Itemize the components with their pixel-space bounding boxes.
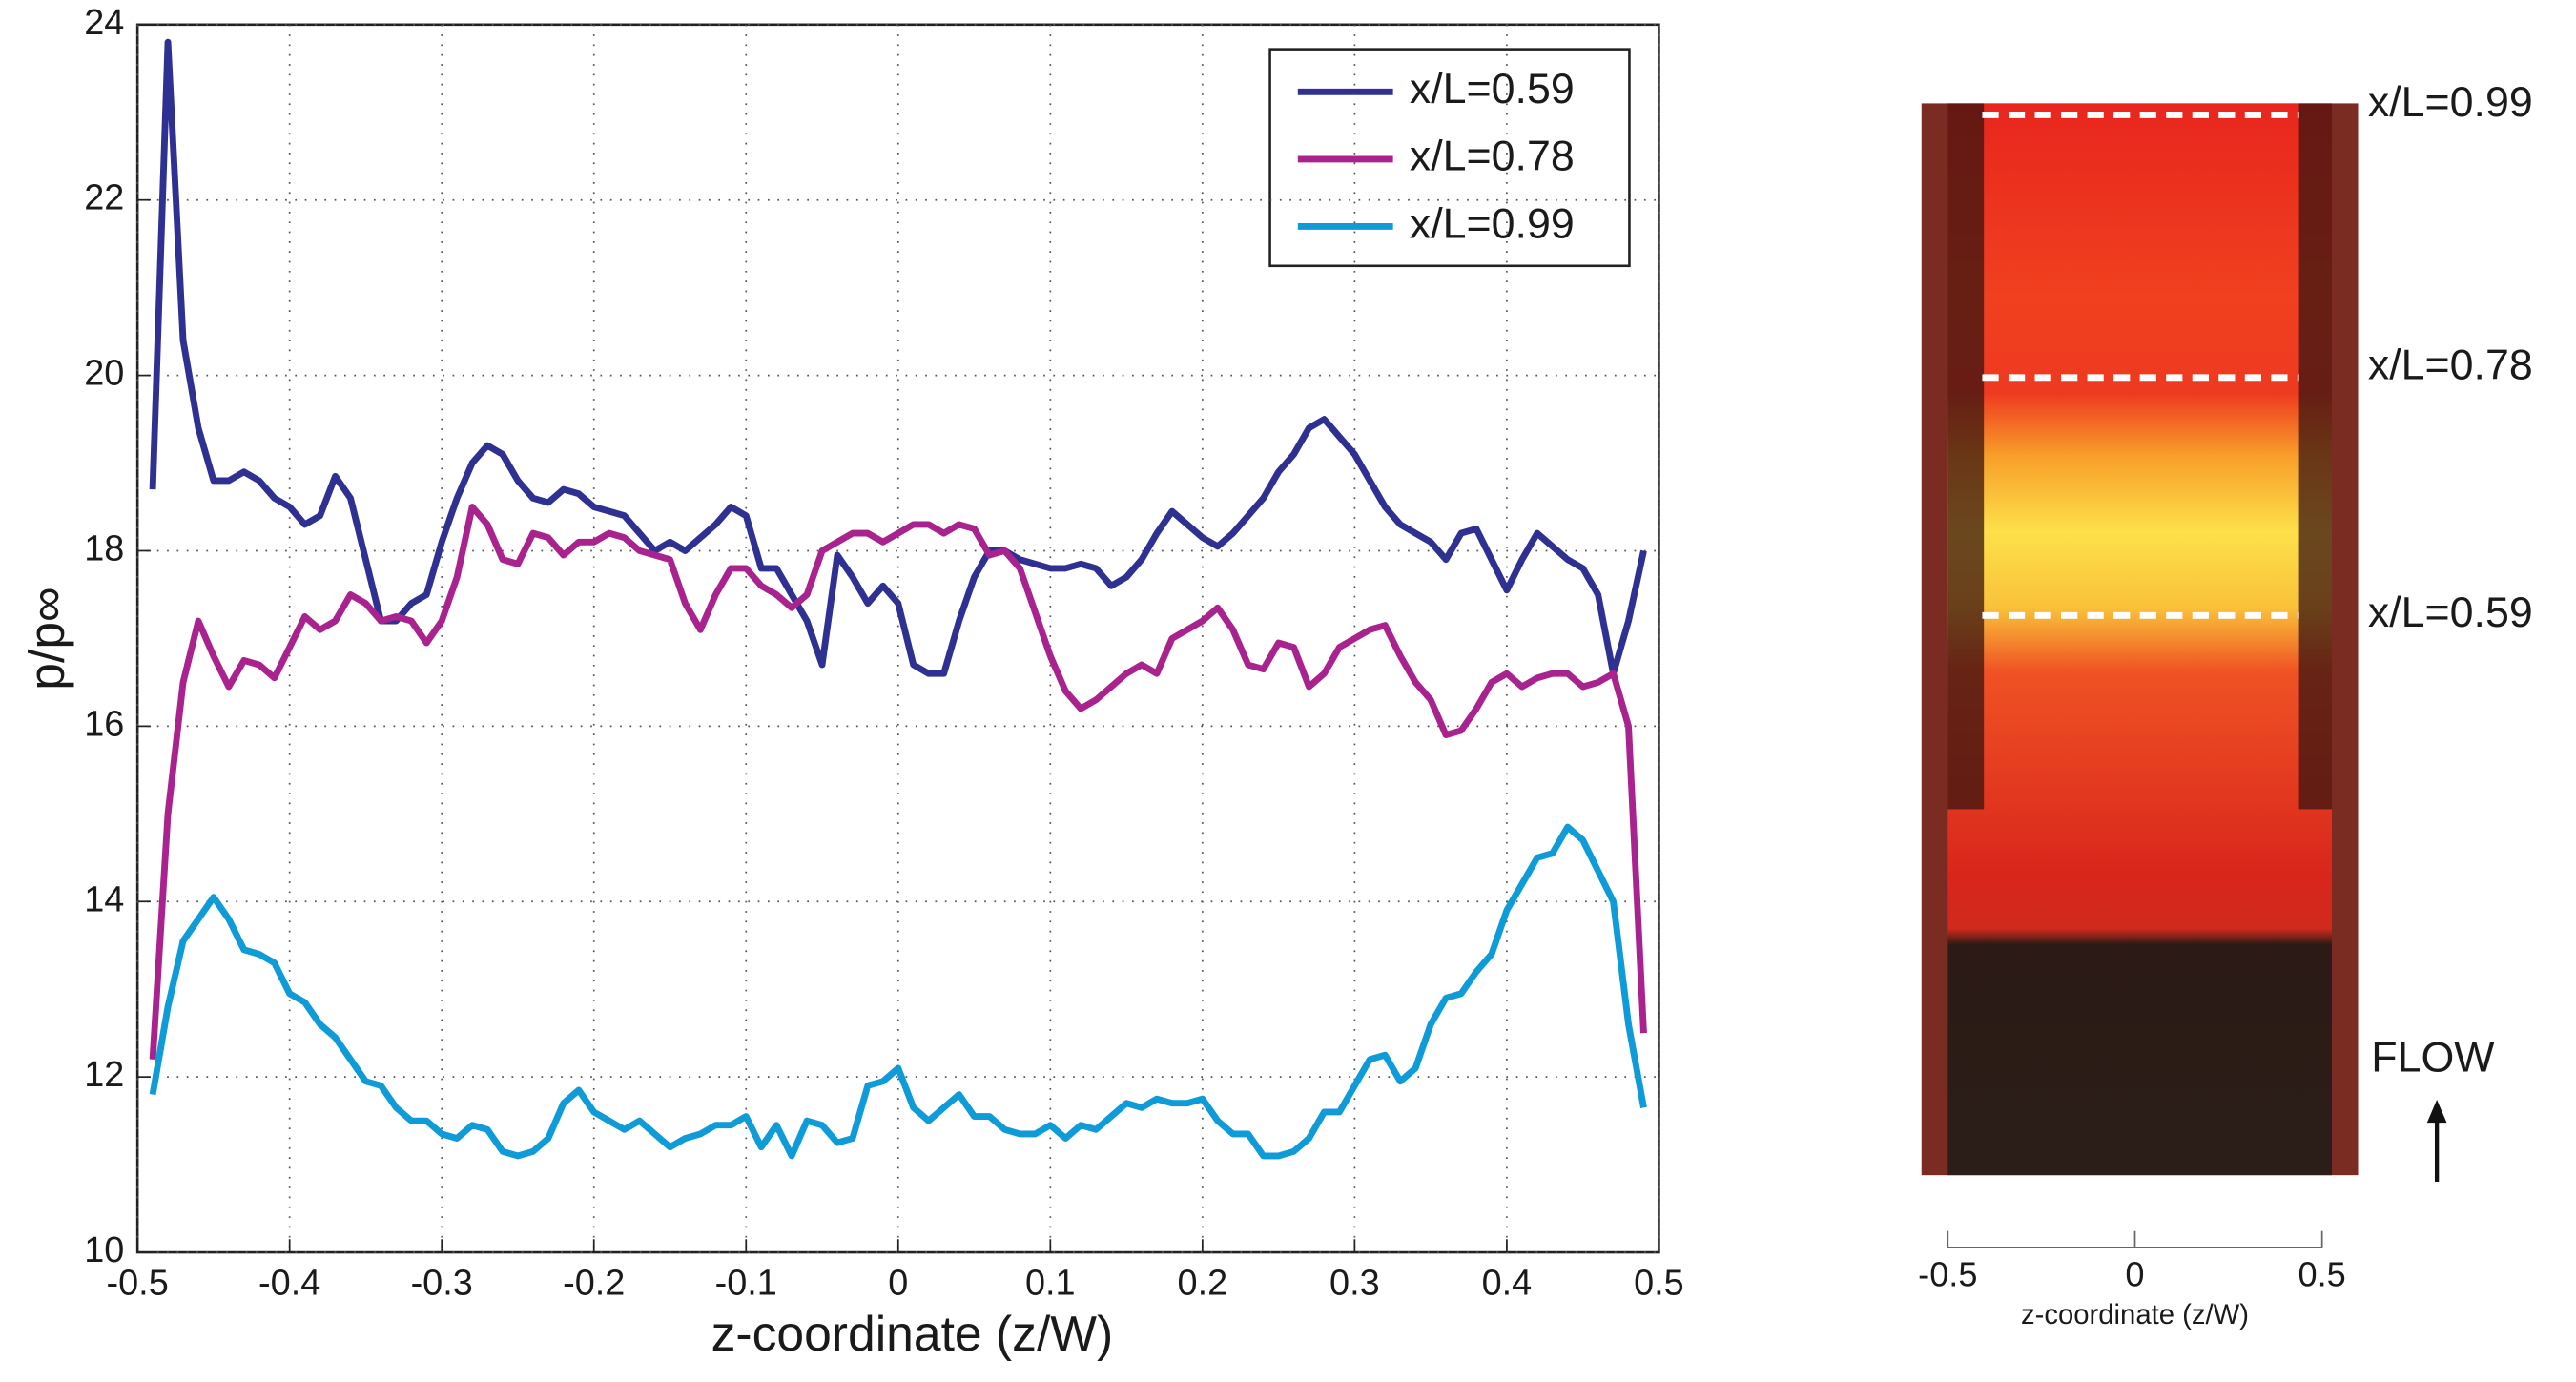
y-tick-label: 12 bbox=[84, 1055, 124, 1095]
flow-arrowhead bbox=[2426, 1100, 2447, 1124]
x-axis-label: z-coordinate (z/W) bbox=[711, 1306, 1114, 1361]
x-tick-label: 0.3 bbox=[1329, 1263, 1380, 1303]
series-line bbox=[149, 504, 1647, 1060]
legend-label: x/L=0.99 bbox=[1410, 199, 1575, 247]
x-tick-label: -0.5 bbox=[107, 1263, 169, 1303]
side-wall bbox=[1947, 103, 1985, 810]
x-tick-label: -0.3 bbox=[411, 1263, 473, 1303]
line-label: x/L=0.78 bbox=[2368, 340, 2533, 388]
inset-x-label: z-coordinate (z/W) bbox=[2021, 1300, 2249, 1330]
inset-tick-label: 0.5 bbox=[2298, 1254, 2346, 1293]
y-tick-label: 20 bbox=[84, 354, 124, 394]
y-tick-label: 10 bbox=[84, 1230, 124, 1270]
y-tick-label: 22 bbox=[84, 178, 124, 218]
y-axis-label: p/p∞ bbox=[19, 587, 74, 691]
inset-tick-label: -0.5 bbox=[1918, 1254, 1977, 1293]
x-tick-label: 0.1 bbox=[1025, 1263, 1076, 1303]
legend-label: x/L=0.59 bbox=[1410, 65, 1575, 113]
x-tick-label: 0 bbox=[888, 1263, 908, 1303]
x-tick-label: -0.2 bbox=[563, 1263, 625, 1303]
flow-image bbox=[1921, 103, 2447, 1248]
legend-label: x/L=0.78 bbox=[1410, 133, 1575, 180]
x-tick-label: 0.5 bbox=[1634, 1263, 1684, 1303]
y-tick-label: 24 bbox=[84, 3, 124, 43]
legend: x/L=0.59 x/L=0.78 x/L=0.99 bbox=[1268, 48, 1631, 268]
flow-label: FLOW bbox=[2371, 1034, 2495, 1082]
image-field bbox=[1947, 103, 2332, 1176]
series-line bbox=[149, 823, 1647, 1160]
side-wall bbox=[2298, 103, 2332, 810]
x-tick-label: -0.1 bbox=[715, 1263, 777, 1303]
y-tick-label: 14 bbox=[84, 879, 124, 919]
x-tick-label: 0.4 bbox=[1482, 1263, 1533, 1303]
line-label: x/L=0.59 bbox=[2368, 588, 2533, 636]
x-tick-label: -0.4 bbox=[258, 1263, 320, 1303]
line-label: x/L=0.99 bbox=[2368, 78, 2533, 126]
y-tick-label: 18 bbox=[84, 528, 124, 568]
inset-tick-label: 0 bbox=[2125, 1254, 2144, 1293]
x-tick-label: 0.2 bbox=[1178, 1263, 1228, 1303]
y-tick-label: 16 bbox=[84, 704, 124, 744]
